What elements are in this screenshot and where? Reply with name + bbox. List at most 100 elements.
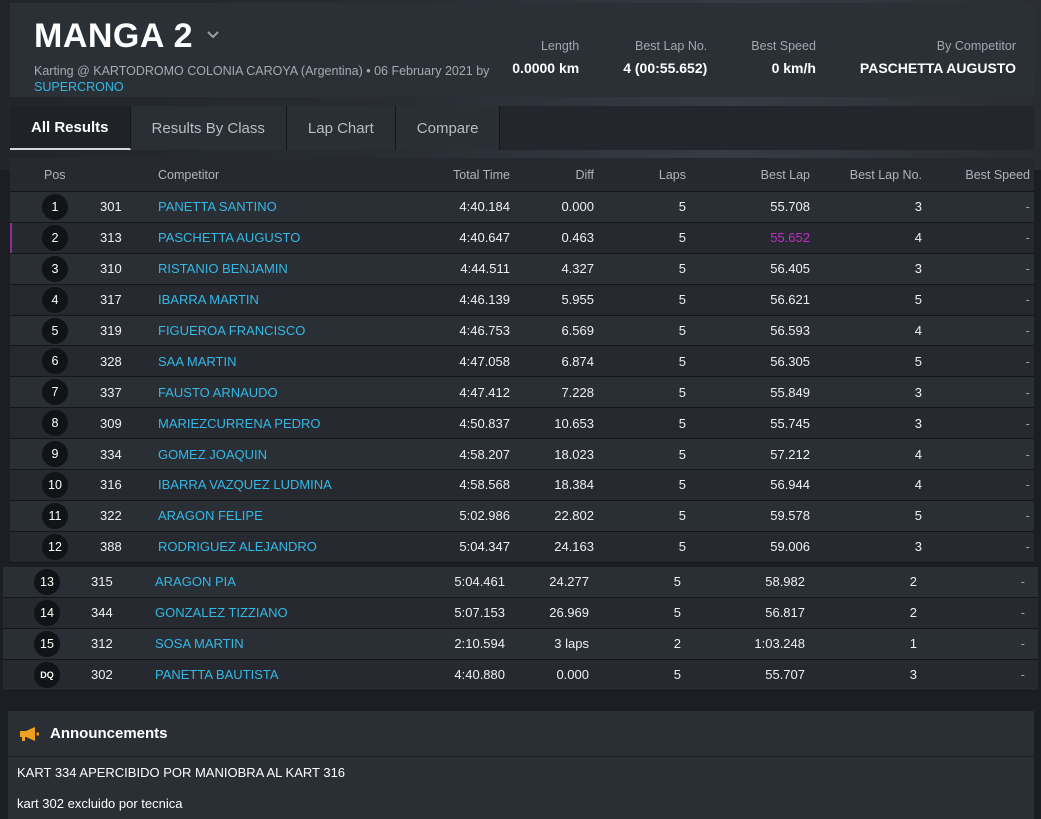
- diff: 0.463: [561, 230, 594, 246]
- best-lap: 59.578: [770, 508, 810, 524]
- tab-lap-chart[interactable]: Lap Chart: [286, 106, 396, 150]
- stat-value: PASCHETTA AUGUSTO: [859, 60, 1016, 76]
- total-time: 4:40.647: [459, 230, 510, 246]
- session-subtitle: Karting @ KARTODROMO COLONIA CAROYA (Arg…: [34, 63, 514, 95]
- column-header-laps[interactable]: Laps: [658, 167, 686, 182]
- results-rows: 1 301 PANETTA SANTINO 4:40.184 0.000 5 55.708 3…: [10, 192, 1034, 563]
- diff: 3 laps: [554, 636, 589, 652]
- kart-number: 312: [91, 636, 113, 652]
- session-info: Karting @ KARTODROMO COLONIA CAROYA (Arg…: [34, 64, 490, 78]
- column-header-best-speed[interactable]: Best Speed: [965, 167, 1030, 182]
- best-speed: -: [1020, 574, 1025, 590]
- laps: 2: [673, 636, 681, 652]
- competitor-link[interactable]: ARAGON FELIPE: [158, 508, 263, 524]
- competitor-link[interactable]: SOSA MARTIN: [155, 636, 244, 652]
- competitor-link[interactable]: PANETTA BAUTISTA: [155, 667, 279, 683]
- best-lap: 57.212: [770, 446, 810, 462]
- total-time: 4:58.207: [459, 446, 510, 462]
- table-row[interactable]: 13 315 ARAGON PIA 5:04.461 24.277 5 58.982 2 -: [3, 567, 1038, 598]
- column-header-pos[interactable]: Pos: [44, 167, 66, 182]
- competitor-link[interactable]: IBARRA VAZQUEZ LUDMINA: [158, 477, 332, 493]
- total-time: 4:47.058: [459, 353, 510, 369]
- laps: 5: [678, 539, 686, 555]
- competitor-link[interactable]: GOMEZ JOAQUIN: [158, 446, 268, 462]
- stat-label: Best Speed: [751, 39, 816, 53]
- total-time: 4:50.837: [459, 415, 510, 431]
- best-lap: 55.708: [770, 199, 810, 215]
- best-lap-no: 3: [914, 384, 922, 400]
- table-row[interactable]: 6 328 SAA MARTIN 4:47.058 6.874 5 56.305 5 -: [10, 346, 1034, 378]
- position-cell: 10: [10, 471, 100, 498]
- competitor-cell: GOMEZ JOAQUIN: [152, 447, 412, 462]
- table-row[interactable]: 8 309 MARIEZCURRENA PEDRO 4:50.837 10.653 5 55…: [10, 408, 1034, 440]
- competitor-link[interactable]: PASCHETTA AUGUSTO: [158, 230, 301, 246]
- table-row[interactable]: 4 317 IBARRA MARTIN 4:46.139 5.955 5 56.621 5 -: [10, 284, 1034, 316]
- position-badge: 7: [42, 379, 68, 406]
- table-row[interactable]: 5 319 FIGUEROA FRANCISCO 4:46.753 6.569 5 56.5…: [10, 315, 1034, 347]
- best-lap-no: 3: [914, 261, 922, 277]
- competitor-cell: PANETTA BAUTISTA: [149, 667, 407, 682]
- tab-compare[interactable]: Compare: [395, 106, 501, 150]
- position-cell: 8: [10, 410, 100, 437]
- competitor-cell: IBARRA MARTIN: [152, 292, 412, 307]
- competitor-link[interactable]: SAA MARTIN: [158, 353, 237, 369]
- competitor-link[interactable]: GONZALEZ TIZZIANO: [155, 605, 288, 621]
- table-row[interactable]: 12 388 RODRIGUEZ ALEJANDRO 5:04.347 24.163 5 5…: [10, 531, 1034, 563]
- competitor-link[interactable]: FAUSTO ARNAUDO: [158, 384, 278, 400]
- diff: 24.163: [554, 539, 594, 555]
- table-row[interactable]: 1 301 PANETTA SANTINO 4:40.184 0.000 5 55.708 3…: [10, 192, 1034, 223]
- best-speed: -: [1025, 477, 1030, 493]
- chevron-down-icon[interactable]: [207, 29, 219, 41]
- table-row[interactable]: 11 322 ARAGON FELIPE 5:02.986 22.802 5 59.578 5…: [10, 500, 1034, 532]
- diff: 6.874: [561, 353, 594, 369]
- table-row[interactable]: 15 312 SOSA MARTIN 2:10.594 3 laps 2 1:03.248 1…: [3, 628, 1038, 660]
- competitor-link[interactable]: FIGUEROA FRANCISCO: [158, 323, 306, 338]
- column-header-best-lap-no[interactable]: Best Lap No.: [849, 167, 922, 182]
- total-time: 5:04.347: [459, 539, 510, 555]
- competitor-link[interactable]: IBARRA MARTIN: [158, 292, 259, 308]
- position-badge: 5: [42, 317, 68, 344]
- laps: 5: [678, 446, 686, 462]
- stat-label: By Competitor: [936, 39, 1016, 53]
- table-row[interactable]: 14 344 GONZALEZ TIZZIANO 5:07.153 26.969 5 56.…: [3, 597, 1038, 629]
- best-speed: -: [1025, 323, 1030, 338]
- best-speed: -: [1020, 636, 1025, 652]
- best-lap-no: 3: [909, 667, 917, 683]
- column-header-diff[interactable]: Diff: [575, 167, 594, 182]
- competitor-link[interactable]: PANETTA SANTINO: [158, 199, 277, 215]
- diff: 0.000: [561, 199, 594, 215]
- table-row[interactable]: 3 310 RISTANIO BENJAMIN 4:44.511 4.327 5 56.40…: [10, 253, 1034, 285]
- megaphone-icon: [20, 726, 39, 741]
- column-header-best-lap[interactable]: Best Lap: [760, 167, 810, 182]
- table-row[interactable]: DQ 302 PANETTA BAUTISTA 4:40.880 0.000 5 55.70…: [3, 659, 1038, 691]
- table-row[interactable]: 7 337 FAUSTO ARNAUDO 4:47.412 7.228 5 55.849 3 -: [10, 377, 1034, 409]
- position-badge: 10: [42, 471, 68, 498]
- total-time: 5:04.461: [454, 574, 505, 590]
- tab-results-by-class[interactable]: Results By Class: [130, 106, 287, 150]
- best-lap: 1:03.248: [754, 636, 805, 652]
- table-row[interactable]: 10 316 IBARRA VAZQUEZ LUDMINA 4:58.568 18.38…: [10, 470, 1034, 501]
- column-header-competitor[interactable]: Competitor: [158, 167, 220, 182]
- competitor-cell: RISTANIO BENJAMIN: [152, 261, 412, 276]
- best-lap-no: 3: [914, 415, 922, 431]
- position-cell: 6: [10, 348, 100, 375]
- best-lap-no: 2: [909, 574, 917, 590]
- laps: 5: [678, 477, 686, 493]
- best-lap-no: 5: [914, 508, 922, 524]
- competitor-link[interactable]: MARIEZCURRENA PEDRO: [158, 415, 321, 431]
- competitor-link[interactable]: ARAGON PIA: [155, 574, 236, 590]
- column-header-total-time[interactable]: Total Time: [453, 167, 510, 182]
- best-speed: -: [1025, 508, 1030, 524]
- tab-all-results[interactable]: All Results: [10, 106, 131, 150]
- organizer-link[interactable]: SUPERCRONO: [34, 80, 124, 94]
- stat-best-speed: Best Speed 0 km/h: [751, 39, 816, 76]
- best-lap-no: 3: [914, 539, 922, 555]
- table-row[interactable]: 2 313 PASCHETTA AUGUSTO 4:40.647 0.463 5 55.65…: [10, 222, 1034, 254]
- best-speed: -: [1025, 353, 1030, 369]
- competitor-link[interactable]: RODRIGUEZ ALEJANDRO: [158, 539, 317, 555]
- position-cell: DQ: [3, 661, 91, 688]
- total-time: 4:46.139: [459, 292, 510, 308]
- competitor-link[interactable]: RISTANIO BENJAMIN: [158, 261, 288, 277]
- table-row[interactable]: 9 334 GOMEZ JOAQUIN 4:58.207 18.023 5 57.212 4 -: [10, 439, 1034, 471]
- best-lap-no: 4: [914, 230, 922, 246]
